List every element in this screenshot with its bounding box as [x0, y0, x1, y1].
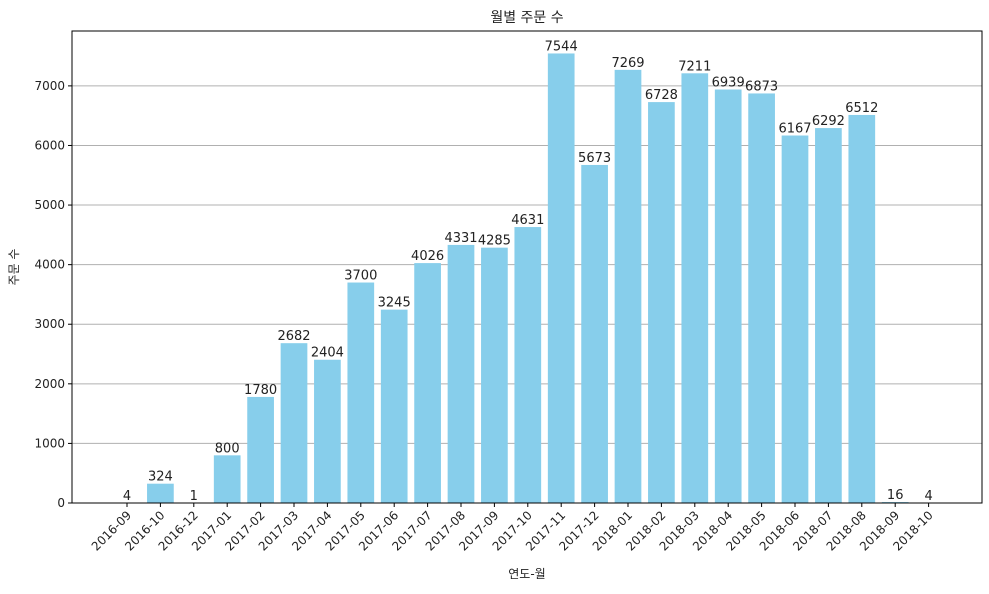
bar: [448, 245, 475, 503]
data-label: 7211: [678, 59, 711, 74]
data-label: 3700: [344, 269, 377, 284]
data-label: 800: [215, 441, 240, 456]
data-label: 6728: [645, 88, 678, 103]
data-label: 2404: [311, 346, 344, 361]
data-label: 6873: [745, 79, 778, 94]
y-tick-label: 4000: [34, 258, 65, 272]
y-tick-label: 6000: [34, 138, 65, 152]
data-label: 1: [190, 489, 198, 504]
bar: [748, 93, 775, 503]
data-label: 4631: [511, 213, 544, 228]
bar: [514, 227, 541, 503]
bar: [247, 397, 274, 503]
bar: [581, 165, 608, 503]
y-tick-label: 7000: [34, 79, 65, 93]
bar: [548, 53, 575, 503]
x-axis-label: 연도-월: [508, 567, 545, 581]
bar: [782, 136, 809, 503]
y-axis-ticks: 0 1000 2000 3000 4000 5000 6000 7000: [34, 79, 72, 510]
y-tick-label: 1000: [34, 436, 65, 450]
y-axis-label: 주문 수: [7, 249, 21, 286]
data-label: 3245: [378, 296, 411, 311]
y-tick-label: 3000: [34, 317, 65, 331]
data-label: 324: [148, 470, 173, 485]
bar: [815, 128, 842, 503]
data-label: 4026: [411, 249, 444, 264]
y-tick-label: 5000: [34, 198, 65, 212]
data-label: 6512: [845, 101, 878, 116]
data-label: 6939: [712, 76, 745, 91]
bar: [314, 360, 341, 503]
chart-title: 월별 주문 수: [490, 10, 563, 26]
bar: [147, 484, 174, 503]
data-label: 5673: [578, 151, 611, 166]
bar: [681, 73, 708, 503]
bar: [481, 248, 508, 503]
bar: [281, 343, 308, 503]
data-label: 7544: [545, 39, 578, 54]
x-axis-ticks: 2016-092016-102016-122017-012017-022017-…: [89, 503, 936, 554]
bar: [615, 70, 642, 503]
bar: [214, 455, 241, 503]
data-label: 4: [123, 489, 131, 504]
bar: [848, 115, 875, 503]
bar: [347, 283, 374, 503]
data-label: 1780: [244, 383, 277, 398]
bar: [414, 263, 441, 503]
data-label: 2682: [277, 329, 310, 344]
bar: [715, 90, 742, 503]
data-label: 7269: [611, 56, 644, 71]
bar: [381, 310, 408, 503]
data-label: 4285: [478, 234, 511, 249]
data-label: 6292: [812, 114, 845, 129]
data-label: 16: [887, 488, 904, 503]
data-label: 6167: [778, 122, 811, 137]
data-label: 4331: [444, 231, 477, 246]
data-label: 4: [924, 489, 932, 504]
bar: [648, 102, 675, 503]
y-tick-label: 2000: [34, 377, 65, 391]
y-tick-label: 0: [57, 496, 65, 510]
